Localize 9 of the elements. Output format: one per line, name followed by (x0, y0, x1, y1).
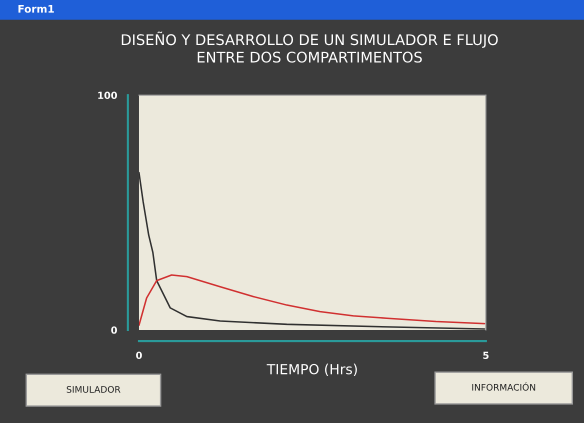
x-tick-label: 5 (483, 352, 489, 359)
text: INFORMACIÓN (472, 382, 536, 391)
line-series (138, 172, 486, 330)
text: Form1 (18, 5, 54, 13)
line-series (138, 274, 486, 326)
x-axis-title: TIEMPO (Hrs) (266, 364, 357, 376)
chart-title: DISEÑO Y DESARROLLO DE UN SIMULADOR E FLUJO ENTRE DOS COMPARTIMENTOS (122, 32, 498, 63)
text: SIMULADOR (66, 386, 120, 393)
y-tick-label: 100 (98, 92, 117, 100)
